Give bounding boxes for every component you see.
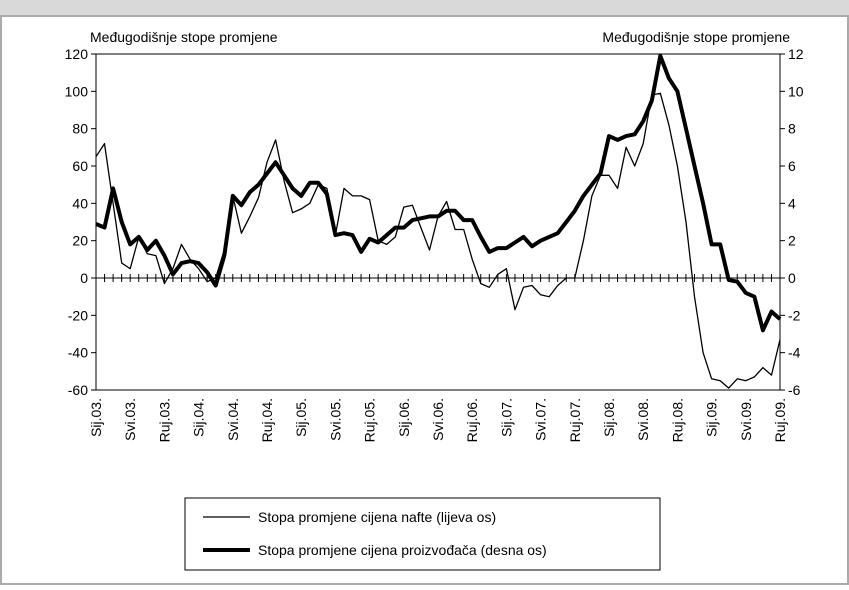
x-tick-label: Sij.08. [601, 398, 617, 437]
x-tick-label: Ruj.07. [567, 398, 583, 442]
x-tick-label: Ruj.06. [464, 398, 480, 442]
x-tick-label: Svi.05. [327, 398, 343, 441]
x-tick-label: Ruj.05. [362, 398, 378, 442]
x-tick-label: Sij.04. [191, 398, 207, 437]
legend-label: Stopa promjene cijena nafte (lijeva os) [258, 509, 496, 525]
y2-tick-label: 6 [788, 158, 796, 174]
x-tick-label: Ruj.09. [772, 398, 788, 442]
y2-axis-label: Međugodišnje stope promjene [602, 29, 790, 45]
x-tick-label: Svi.04. [225, 398, 241, 441]
plot-area [95, 53, 781, 391]
y2-tick-label: -4 [788, 345, 801, 361]
y-tick-label: 40 [72, 195, 88, 211]
y-tick-label: 0 [80, 270, 88, 286]
y-axis-label: Međugodišnje stope promjene [90, 29, 278, 45]
y2-tick-label: 12 [788, 46, 804, 62]
x-tick-label: Svi.09. [738, 398, 754, 441]
y2-tick-label: 2 [788, 233, 796, 249]
x-tick-label: Sij.09. [704, 398, 720, 437]
y-tick-label: 100 [65, 83, 89, 99]
y2-tick-label: -6 [788, 382, 801, 398]
top-band [0, 0, 849, 16]
y-tick-label: -40 [68, 345, 88, 361]
series-line [95, 53, 782, 333]
x-tick-label: Svi.06. [430, 398, 446, 441]
x-tick-label: Sij.05. [293, 398, 309, 437]
y2-tick-label: -2 [788, 307, 801, 323]
x-tick-label: Sij.07. [498, 398, 514, 437]
series-line [95, 92, 781, 389]
y2-tick-label: 10 [788, 83, 804, 99]
y2-tick-label: 0 [788, 270, 796, 286]
legend-box [184, 497, 661, 571]
legend-label: Stopa promjene cijena proizvođača (desna… [258, 542, 547, 558]
y-tick-label: 120 [65, 46, 89, 62]
y-tick-label: 80 [72, 121, 88, 137]
y-tick-label: 20 [72, 233, 88, 249]
x-tick-label: Svi.08. [635, 398, 651, 441]
x-tick-label: Svi.03. [122, 398, 138, 441]
x-tick-label: Ruj.04. [259, 398, 275, 442]
y2-tick-label: 8 [788, 121, 796, 137]
frame [0, 15, 849, 585]
y-tick-label: -60 [68, 382, 88, 398]
y-tick-label: 60 [72, 158, 88, 174]
x-tick-label: Ruj.03. [156, 398, 172, 442]
y2-tick-label: 4 [788, 195, 796, 211]
x-tick-label: Sij.06. [396, 398, 412, 437]
x-tick-label: Sij.03. [88, 398, 104, 437]
y-tick-label: -20 [68, 307, 88, 323]
x-tick-label: Ruj.08. [669, 398, 685, 442]
x-tick-label: Svi.07. [533, 398, 549, 441]
